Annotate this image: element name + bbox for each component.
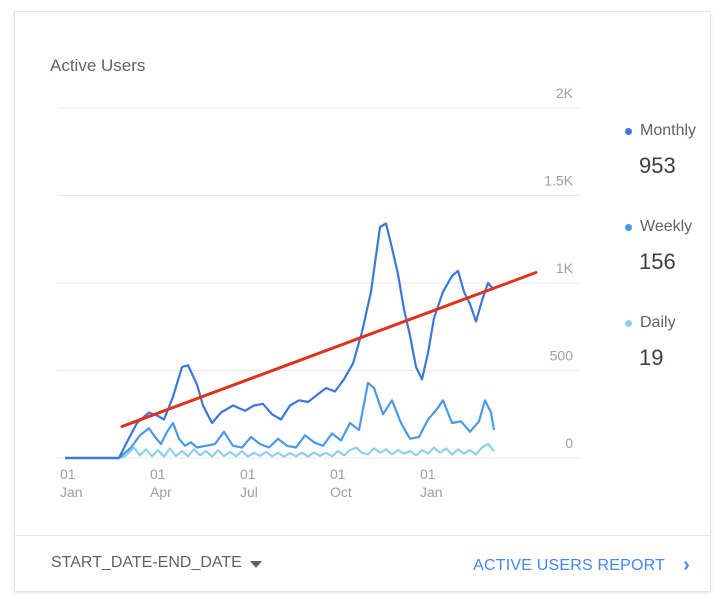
legend-label-monthly: Monthly — [640, 122, 697, 139]
x-tick-day-label: 01 — [240, 466, 256, 482]
legend-item-monthly: Monthly 953 — [615, 122, 696, 179]
legend-dot-icon — [625, 223, 632, 231]
legend-value-monthly: 953 — [639, 153, 676, 178]
active-users-report-link[interactable]: ACTIVE USERS REPORT › — [473, 554, 690, 577]
date-range-dropdown[interactable]: START_DATE-END_DATE — [51, 554, 262, 572]
trend-line — [120, 271, 538, 428]
footer-divider — [15, 535, 710, 536]
x-tick-month-label: Jul — [240, 484, 258, 500]
x-tick-day-label: 01 — [60, 466, 76, 482]
x-tick-month-label: Apr — [150, 484, 172, 500]
legend-value-weekly: 156 — [639, 249, 676, 274]
legend-label-daily: Daily — [640, 314, 676, 331]
y-tick-label: 1.5K — [544, 173, 573, 189]
chevron-right-icon: › — [683, 554, 690, 576]
series-line-daily — [65, 442, 495, 460]
date-range-label: START_DATE-END_DATE — [51, 554, 242, 571]
active-users-chart: 0 500 1K 1.5K 2K 01 Jan 01 Apr 01 Jul 01 Oct 01 Jan — [57, 85, 580, 500]
card-title: Active Users — [50, 56, 146, 75]
legend-item-weekly: Weekly 156 — [615, 218, 692, 275]
x-tick-day-label: 01 — [330, 466, 346, 482]
x-tick-day-label: 01 — [150, 466, 166, 482]
series-line-weekly — [65, 381, 496, 460]
y-tick-label: 2K — [556, 85, 574, 101]
active-users-card: Active Users 0 500 1K 1.5K 2K 01 Jan 01 Apr 01 Jul… — [14, 11, 711, 592]
x-tick-month-label: Oct — [330, 484, 352, 500]
x-tick-month-label: Jan — [60, 484, 83, 500]
series-line-monthly — [65, 222, 495, 460]
legend-dot-icon — [625, 127, 632, 135]
legend-label-weekly: Weekly — [640, 218, 693, 235]
legend-value-daily: 19 — [639, 345, 664, 370]
caret-down-icon — [249, 560, 262, 568]
x-tick-month-label: Jan — [420, 484, 443, 500]
legend-item-daily: Daily 19 — [615, 314, 676, 371]
legend-dot-icon — [625, 319, 632, 327]
report-link-label: ACTIVE USERS REPORT — [473, 556, 666, 574]
y-tick-label: 500 — [550, 348, 574, 364]
y-tick-label: 1K — [556, 260, 574, 276]
y-tick-label: 0 — [565, 435, 573, 451]
x-tick-day-label: 01 — [420, 466, 436, 482]
